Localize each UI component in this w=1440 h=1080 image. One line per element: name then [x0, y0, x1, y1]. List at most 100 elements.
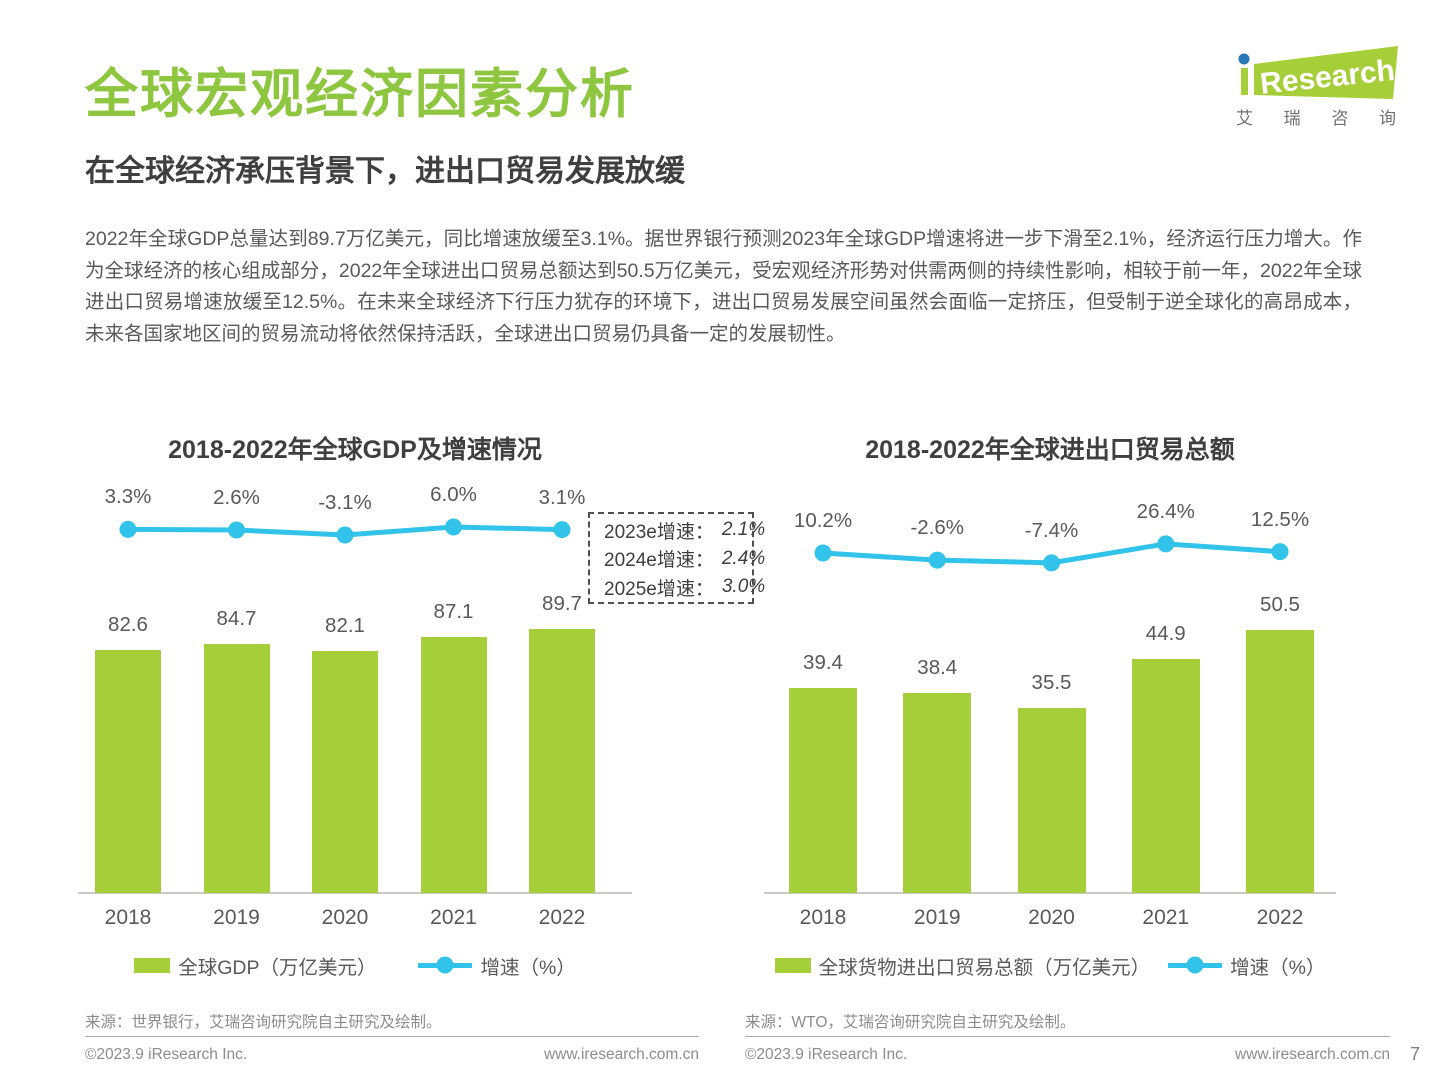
- line-point: [1043, 554, 1060, 572]
- bar-value-label: 87.1: [433, 599, 474, 623]
- forecast-value: 2.4%: [721, 547, 766, 569]
- x-axis-label: 2022: [538, 906, 586, 929]
- gdp-chart-title: 2018-2022年全球GDP及增速情况: [168, 436, 542, 464]
- logo-char: 咨: [1331, 109, 1349, 128]
- forecast-value: 3.0%: [721, 576, 766, 598]
- line-dot-icon: [436, 956, 454, 974]
- logo-char: 瑞: [1283, 109, 1301, 128]
- line-dot-icon: [1186, 956, 1204, 974]
- legend-item-line: 增速（%）: [1168, 951, 1325, 980]
- page-title: 全球宏观经济因素分析: [85, 65, 635, 124]
- line-point: [119, 520, 137, 538]
- gdp-chart-source: 来源：世界银行，艾瑞咨询研究院自主研究及绘制。: [85, 1014, 442, 1031]
- trade-chart-legend: 全球货物进出口贸易总额（万亿美元） 增速（%）: [764, 950, 1336, 980]
- bar-2021: [1131, 659, 1200, 893]
- legend-item-bar: 全球GDP（万亿美元）: [134, 951, 376, 980]
- line-point: [1271, 543, 1289, 561]
- iresearch-logo-graphic: Research: [1238, 46, 1398, 101]
- x-axis-line: [78, 892, 632, 894]
- bar-2018: [789, 687, 857, 893]
- growth-value-label: 10.2%: [793, 508, 853, 532]
- trade-chart-title: 2018-2022年全球进出口贸易总额: [865, 436, 1235, 464]
- website-text: www.iresearch.com.cn: [543, 1046, 699, 1063]
- growth-value-label: 6.0%: [430, 483, 477, 507]
- x-axis-label: 2019: [213, 906, 260, 929]
- forecast-row: 2025e增速： 3.0%: [604, 573, 765, 602]
- bar-value-label: 89.7: [542, 592, 582, 615]
- x-axis-label: 2019: [913, 906, 961, 929]
- line-marker-icon: [1168, 956, 1223, 974]
- bar-2020: [312, 651, 378, 893]
- forecast-row: 2023e增速： 2.1%: [604, 516, 765, 545]
- x-axis-label: 2018: [104, 906, 152, 929]
- forecast-label: 2025e增速：: [604, 578, 714, 600]
- bar-value-label: 35.5: [1031, 671, 1072, 695]
- gdp-chart-plot: 82.6 2018 3.3% 84.7 2019 2.6% 82.1 2020 -3.1% 87.…: [78, 478, 632, 930]
- growth-line: [119, 518, 571, 544]
- bar-2019: [203, 643, 270, 893]
- logo-char: 艾: [1236, 109, 1253, 128]
- logo-i-stem: [1241, 68, 1248, 95]
- x-axis-label: 2020: [321, 906, 369, 929]
- growth-value-label: -3.1%: [318, 491, 372, 515]
- footer-left: ©2023.9 iResearch Inc. www.iresearch.com…: [85, 1036, 699, 1064]
- x-axis-label: 2021: [1142, 906, 1190, 929]
- page-subtitle: 在全球经济承压背景下，进出口贸易发展放缓: [85, 155, 685, 188]
- forecast-row: 2024e增速： 2.4%: [604, 545, 765, 574]
- bar-value-label: 39.4: [803, 650, 843, 674]
- line-point: [814, 544, 832, 562]
- x-axis-label: 2018: [799, 906, 847, 929]
- forecast-label: 2024e增速：: [604, 550, 714, 572]
- x-axis-label: 2021: [430, 906, 477, 929]
- line-point: [928, 551, 946, 569]
- growth-value-label: -7.4%: [1024, 518, 1079, 542]
- gdp-chart-legend: 全球GDP（万亿美元） 增速（%）: [78, 950, 632, 980]
- bar-swatch-icon: [134, 957, 171, 973]
- growth-value-label: -2.6%: [910, 516, 965, 540]
- x-axis-line: [764, 892, 1336, 894]
- line-point: [1157, 535, 1175, 553]
- growth-value-label: 2.6%: [213, 486, 260, 509]
- bar-2019: [903, 693, 972, 893]
- trade-chart-source: 来源：WTO，艾瑞咨询研究院自主研究及绘制。: [745, 1014, 1076, 1031]
- bar-value-label: 82.6: [108, 612, 148, 636]
- bar-2022: [529, 629, 595, 893]
- growth-value-label: 26.4%: [1136, 499, 1195, 523]
- growth-line: [814, 535, 1289, 572]
- logo-shape: [1254, 46, 1398, 99]
- bar-value-label: 44.9: [1145, 622, 1186, 646]
- bar-value-label: 38.4: [917, 656, 958, 679]
- copyright-text: ©2023.9 iResearch Inc.: [745, 1046, 908, 1063]
- page-number: 7: [1409, 1044, 1420, 1064]
- x-axis-label: 2020: [1028, 906, 1075, 929]
- growth-value-label: 3.1%: [538, 485, 586, 509]
- line-marker-icon: [418, 956, 473, 974]
- legend-item-bar: 全球货物进出口贸易总额（万亿美元）: [774, 951, 1151, 980]
- bar-2022: [1246, 629, 1314, 893]
- line-point: [336, 526, 354, 544]
- bar-2020: [1017, 708, 1086, 893]
- bar-value-label: 82.1: [325, 614, 365, 638]
- copyright-text: ©2023.9 iResearch Inc.: [85, 1046, 248, 1063]
- growth-value-label: 3.3%: [104, 485, 152, 509]
- footer-right: ©2023.9 iResearch Inc. www.iresearch.com…: [745, 1036, 1390, 1064]
- x-axis-label: 2022: [1256, 906, 1304, 929]
- bar-2018: [95, 649, 161, 893]
- bar-value-label: 50.5: [1260, 592, 1300, 616]
- bar-swatch-icon: [774, 957, 811, 973]
- line-point: [228, 521, 245, 539]
- legend-label: 增速（%）: [480, 956, 576, 979]
- forecast-value: 2.1%: [721, 519, 766, 541]
- logo-i-dot-icon: [1238, 53, 1250, 65]
- line-point: [445, 518, 462, 536]
- trade-chart-plot: 39.4 2018 10.2% 38.4 2019 -2.6% 35.5 2020 -7.4% 4…: [764, 478, 1336, 930]
- bar-2021: [420, 636, 487, 893]
- website-text: www.iresearch.com.cn: [1234, 1046, 1390, 1063]
- iresearch-logo: Research 艾 瑞 咨 询: [1232, 42, 1400, 128]
- body-paragraph: 2022年全球GDP总量达到89.7万亿美元，同比增速放缓至3.1%。据世界银行…: [85, 228, 1362, 345]
- legend-label: 全球货物进出口贸易总额（万亿美元）: [818, 956, 1151, 979]
- line-point: [553, 521, 571, 539]
- forecast-annotation-box: 2023e增速： 2.1% 2024e增速： 2.4% 2025e增速： 3.0…: [588, 512, 765, 604]
- logo-char: 询: [1378, 109, 1396, 128]
